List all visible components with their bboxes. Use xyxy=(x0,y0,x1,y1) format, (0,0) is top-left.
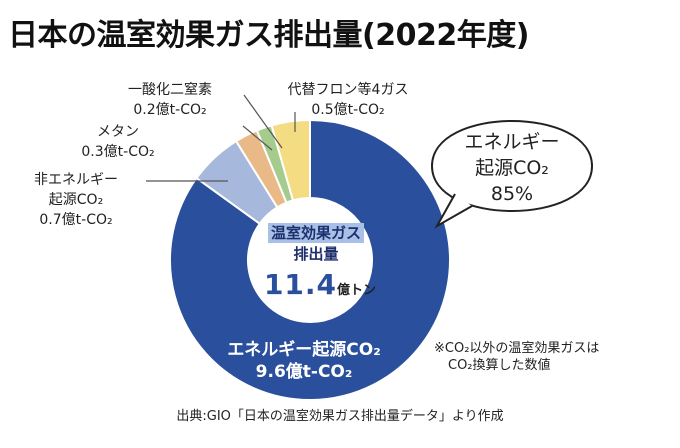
footnote-line2: CO₂換算した数値 xyxy=(448,358,551,373)
center-label-line2: 排出量 xyxy=(293,245,339,263)
center-total-unit: 億トン xyxy=(337,283,377,298)
energy-share-label-line2: 起源CO₂ xyxy=(475,157,549,179)
slice-energy xyxy=(169,118,451,401)
n2o-label-line2: 0.2億t-CO₂ xyxy=(133,102,206,118)
nonenergy-label-line2: 起源CO₂ xyxy=(49,192,103,208)
footnote: ※CO₂以外の温室効果ガスは CO₂換算した数値 xyxy=(434,340,599,374)
energy-share-label-line1: エネルギー xyxy=(464,131,559,153)
methane-label-line1: メタン xyxy=(97,124,139,140)
nonenergy-label-line1: 非エネルギー xyxy=(34,172,118,188)
n2o-label-line1: 一酸化二窒素 xyxy=(128,81,212,98)
fgas-label-line2: 0.5億t-CO₂ xyxy=(311,102,384,118)
chart-title: 日本の温室効果ガス排出量(2022年度) xyxy=(8,18,529,53)
energy-label-line2: 9.6億t-CO₂ xyxy=(256,361,353,382)
leader-line-n2o xyxy=(243,94,283,149)
center-label: 温室効果ガス 排出量 xyxy=(262,222,370,264)
footnote-line1: ※CO₂以外の温室効果ガスは xyxy=(434,341,600,356)
nonenergy-label-line3: 0.7億t-CO₂ xyxy=(39,212,112,228)
fgas-label-line1: 代替フロン等4ガス xyxy=(288,81,409,98)
energy-share-percent: 85% xyxy=(491,183,533,205)
slice-fgas xyxy=(270,118,311,202)
source-credit: 出典:GIO「日本の温室効果ガス排出量データ」より作成 xyxy=(176,409,504,424)
methane-label-line2: 0.3億t-CO₂ xyxy=(81,144,154,160)
center-total: 11.4億トン xyxy=(240,268,400,301)
center-total-value: 11.4 xyxy=(263,268,338,301)
energy-label-line1: エネルギー起源CO₂ xyxy=(227,339,380,360)
leader-line-methane xyxy=(242,125,273,151)
center-label-line1: 温室効果ガス xyxy=(267,223,364,243)
